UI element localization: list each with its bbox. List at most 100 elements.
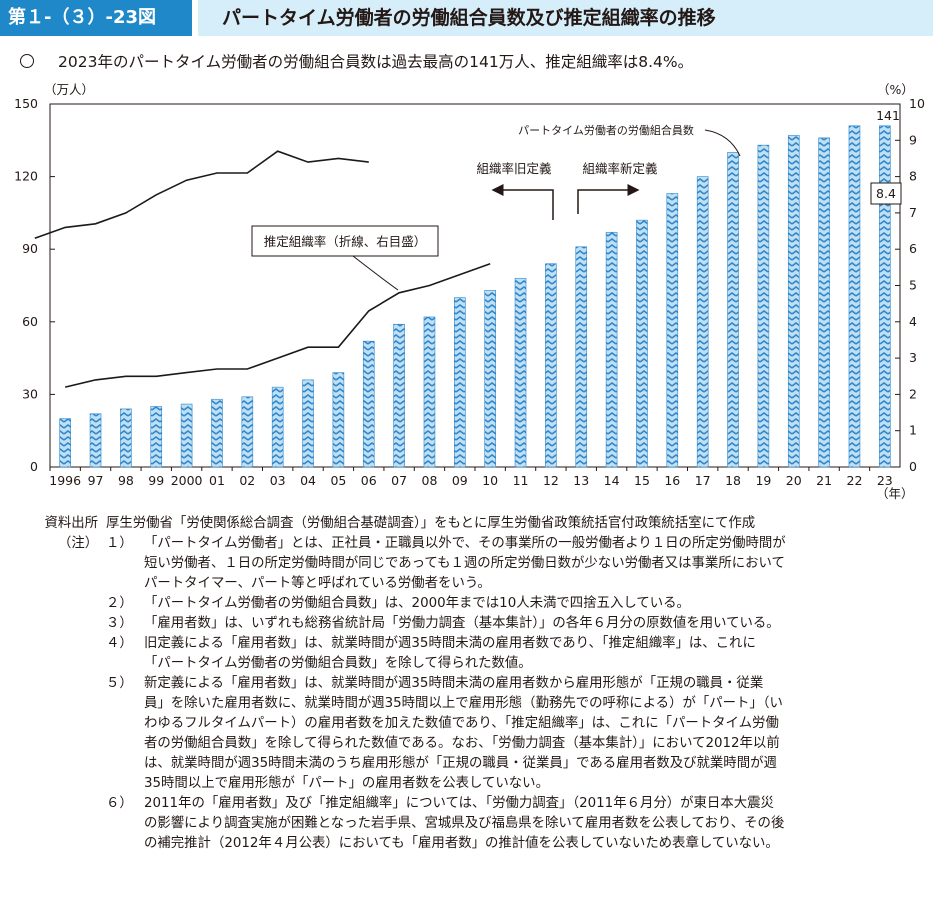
right-axis-tick-label: 10 xyxy=(909,96,925,111)
x-axis-tick-label: 11 xyxy=(513,473,529,488)
x-axis-tick-label: 1996 xyxy=(49,473,81,488)
source-row: 資料出所 厚生労働省「労使関係総合調査（労働組合基礎調査）」をもとに厚生労働省政… xyxy=(36,514,921,534)
x-axis-tick-label: 21 xyxy=(816,473,832,488)
bar-18 xyxy=(727,152,739,468)
plot-frame xyxy=(49,103,901,468)
bar-12 xyxy=(545,263,557,468)
x-axis-tick-label: 15 xyxy=(634,473,650,488)
x-axis-tick-label: 16 xyxy=(664,473,680,488)
note-line: の影響により調査実施が困難となった岩手県、宮城県及び福島県を除いて雇用者数を公表… xyxy=(144,816,785,831)
note-number: ５） xyxy=(106,676,133,691)
new-definition-label: 組織率新定義 xyxy=(582,161,658,176)
rate-label: 推定組織率（折線、右目盛） xyxy=(264,234,427,249)
summary-line: 2023年のパートタイム労働者の労働組合員数は過去最高の141万人、推定組織率は… xyxy=(20,50,693,72)
x-axis-tick-label: 07 xyxy=(391,473,407,488)
rate-label-box xyxy=(251,225,439,257)
bar-01 xyxy=(211,398,223,468)
bar-22 xyxy=(848,125,861,468)
x-axis-tick-label: 99 xyxy=(148,473,164,488)
note-line: 旧定義による「雇用者数」は、就業時間が週35時間未満の雇用者数であり、「推定組織… xyxy=(144,636,756,651)
x-axis-tick-label: 05 xyxy=(330,473,346,488)
right-axis-tick-label: 5 xyxy=(909,278,917,293)
x-axis-tick-label: 2000 xyxy=(171,473,203,488)
members-label: パートタイム労働者の労働組合員数 xyxy=(518,123,694,137)
x-axis-tick-label: 22 xyxy=(847,473,863,488)
bullet-circle-icon xyxy=(20,54,34,68)
note-item: ６） 2011年の「雇用者数」及び「推定組織率」については、「労働力調査」（201… xyxy=(106,794,921,854)
bar-13 xyxy=(575,246,588,468)
note-item: ５） 新定義による「雇用者数」は、就業時間が週35時間未満の雇用者数から雇用形態が… xyxy=(106,674,921,794)
x-axis-tick-label: 19 xyxy=(755,473,771,488)
bar-17 xyxy=(696,176,709,468)
old-definition-label: 組織率旧定義 xyxy=(476,161,552,176)
x-axis-tick-label: 08 xyxy=(422,473,438,488)
note-line: パートタイマー、パート等と呼ばれている労働者をいう。 xyxy=(144,576,491,591)
members-label-leader xyxy=(704,129,741,157)
note-line: は、就業時間が週35時間未満のうち雇用形態が「正規の職員・従業員」である雇用者数… xyxy=(144,756,777,771)
x-axis-tick-label: 03 xyxy=(270,473,286,488)
x-axis-tick-label: 01 xyxy=(209,473,225,488)
note-line: 者の労働組合員数」を除して得られた数値である。なお、「労働力調査（基本集計）」に… xyxy=(144,736,780,751)
x-axis-labels: 1996 97 98 99 2000 01 02 03 04 05 06 07 08 09 10 11 12 13… xyxy=(49,467,893,488)
note-line: の補完推計（2012年４月公表）においても「雇用者数」の推計値を公表していないた… xyxy=(144,836,779,851)
bar-11 xyxy=(514,277,527,468)
figure-title-bar xyxy=(198,0,933,36)
last-rate-value-box xyxy=(870,182,902,205)
note-text: 「雇用者数」は、いずれも総務省統計局「労働力調査（基本集計）」の各年６月分の原数… xyxy=(144,614,921,634)
left-axis: 0 30 60 90 120 150 xyxy=(14,96,55,474)
bar-10 xyxy=(484,290,496,468)
rate-line-new-definition xyxy=(34,150,369,240)
bar-23 xyxy=(879,125,891,468)
x-axis-tick-label: 14 xyxy=(604,473,620,488)
x-axis-tick-label: 97 xyxy=(88,473,104,488)
note-text: 新定義による「雇用者数」は、就業時間が週35時間未満の雇用者数から雇用形態が「正… xyxy=(144,674,921,794)
bar-04 xyxy=(302,379,314,468)
left-axis-unit: （万人） xyxy=(44,82,94,97)
right-axis-tick-label: 3 xyxy=(909,350,917,365)
note-number: １） xyxy=(106,536,133,551)
last-bar-value-label: 141 xyxy=(876,108,900,123)
left-axis-tick-label: 30 xyxy=(22,386,38,401)
right-axis-tick-label: 1 xyxy=(909,423,917,438)
left-axis-tick-label: 0 xyxy=(30,459,38,474)
bar-19 xyxy=(757,144,770,468)
bar-03 xyxy=(271,386,284,468)
notes-section: 資料出所 厚生労働省「労使関係総合調査（労働組合基礎調査）」をもとに厚生労働省政… xyxy=(36,514,921,854)
x-axis-tick-label: 09 xyxy=(452,473,468,488)
note-line: 35時間以上で雇用形態が「パート」の雇用者数を公表していない。 xyxy=(144,776,549,791)
note-item: ３） 「雇用者数」は、いずれも総務省統計局「労働力調査（基本集計）」の各年６月分の… xyxy=(106,614,921,634)
note-text: 「パートタイム労働者」とは、正社員・正職員以外で、その事業所の一般労働者より１日… xyxy=(144,534,921,594)
right-axis: 0 1 2 3 4 5 6 7 8 9 10 xyxy=(895,96,925,474)
x-axis-tick-label: 10 xyxy=(482,473,498,488)
note-line: わゆるフルタイムパート）の雇用者数を加えた数値であり、「推定組織率」は、これに「… xyxy=(144,716,779,731)
x-axis-tick-label: 23 xyxy=(877,473,893,488)
left-axis-tick-label: 60 xyxy=(22,314,38,329)
rate-line-old-definition xyxy=(65,262,491,388)
note-number: ４） xyxy=(106,636,133,651)
bar-series xyxy=(59,125,891,468)
bar-99 xyxy=(150,406,163,468)
note-line: 「パートタイム労働者の労働組合員数」は、2000年までは10人未満で四捨五入して… xyxy=(144,596,690,611)
note-line: 「雇用者数」は、いずれも総務省統計局「労働力調査（基本集計）」の各年６月分の原数… xyxy=(144,616,780,631)
bar-2000 xyxy=(180,403,193,468)
bar-20 xyxy=(787,135,800,468)
note-text: 旧定義による「雇用者数」は、就業時間が週35時間未満の雇用者数であり、「推定組織… xyxy=(144,634,921,674)
x-axis-tick-label: 13 xyxy=(573,473,589,488)
old-definition-arrow xyxy=(491,184,554,220)
note-text: 「パートタイム労働者の労働組合員数」は、2000年までは10人未満で四捨五入して… xyxy=(144,594,921,614)
bar-09 xyxy=(454,297,466,468)
note-number: ３） xyxy=(106,616,133,631)
note-number: ２） xyxy=(106,596,133,611)
last-rate-value-label: 8.4 xyxy=(876,186,896,201)
rate-line-series xyxy=(34,150,491,388)
source-text: 厚生労働省「労使関係総合調査（労働組合基礎調査）」をもとに厚生労働省政策統括官付… xyxy=(106,516,756,531)
bar-06 xyxy=(362,340,375,468)
x-axis-tick-label: 12 xyxy=(543,473,559,488)
source-label: 資料出所 xyxy=(44,516,98,531)
note-line: 2011年の「雇用者数」及び「推定組織率」については、「労働力調査」（2011年… xyxy=(144,796,774,811)
note-text: 2011年の「雇用者数」及び「推定組織率」については、「労働力調査」（2011年… xyxy=(144,794,921,854)
left-axis-tick-label: 90 xyxy=(22,241,38,256)
right-axis-tick-label: 6 xyxy=(909,241,917,256)
rate-label-leader xyxy=(352,255,399,291)
